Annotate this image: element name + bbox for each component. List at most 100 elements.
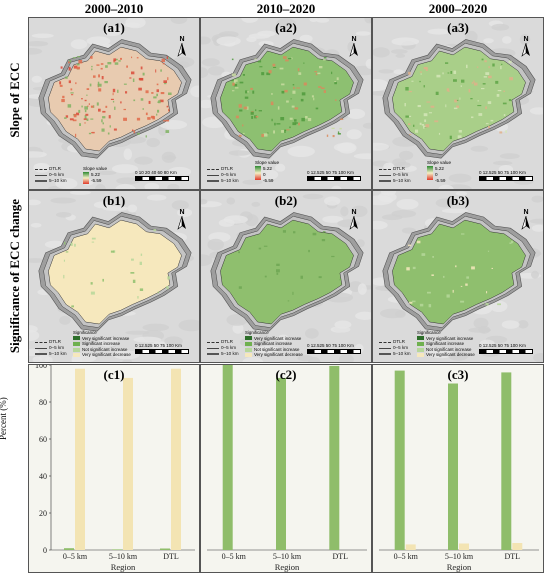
legend-buffer-2: 5–10 km xyxy=(49,178,67,183)
slope-legend-title: Slope value xyxy=(427,160,452,165)
north-label: N xyxy=(179,36,185,43)
scale-ticks: 0 12.525 50 75 100 xyxy=(307,170,346,175)
row-header-significance: Significance of ECC change xyxy=(7,198,22,354)
x-tick-label: 0–5 km xyxy=(222,552,247,561)
slope-legend-title: Slope value xyxy=(83,166,108,171)
scale-bar: 0 10 20 40 60 80 Km xyxy=(135,170,189,181)
slope-legend-max: 5.22 xyxy=(435,166,444,171)
map-a3 xyxy=(373,20,543,189)
map-panel-b1: (b1) N DTLR 0–5 km 5–10 km Significance … xyxy=(28,190,200,363)
dtlr-region xyxy=(48,219,182,325)
map-b3 xyxy=(373,191,543,362)
bar-increase-1 xyxy=(448,383,458,550)
legend-buffer-1: 0–5 km xyxy=(221,345,237,350)
slope-legend: Slope value 5.22 0 -5.59 xyxy=(427,160,451,184)
legend-buffer-1: 0–5 km xyxy=(393,172,409,177)
bar-chart-c1: 0 20 40 60 80 100 0–5 km 5–10 km DTL Region xyxy=(35,365,195,572)
map-panel-a3: (a3) N DTLR 0–5 km 5–10 km Slope value 5… xyxy=(372,17,544,190)
x-tick-label: 5–10 km xyxy=(445,552,474,561)
chart-panel-c1: 0 20 40 60 80 100 0–5 km 5–10 km DTL Region (c1) xyxy=(28,364,200,573)
dtlr-region xyxy=(220,219,354,325)
column-header-2010-2020: 2010–2020 xyxy=(256,1,316,16)
boundary-legend: DTLR 0–5 km 5–10 km xyxy=(379,166,411,184)
legend-dtlr: DTLR xyxy=(49,339,61,344)
legend-buffer-2: 5–10 km xyxy=(393,351,411,356)
scale-ticks: 0 12.525 50 75 100 xyxy=(135,343,174,348)
map-a2 xyxy=(201,18,371,189)
scale-ticks: 0 12.525 50 75 100 xyxy=(479,170,518,175)
bar-decrease-2 xyxy=(512,543,523,550)
legend-buffer-1: 0–5 km xyxy=(393,345,409,350)
legend-very-significant-decrease: Very significant decrease xyxy=(254,352,303,358)
map-panel-b2: (b2) N DTLR 0–5 km 5–10 km Significance … xyxy=(200,190,372,363)
bar-increase-2 xyxy=(501,372,512,550)
row-header-slope: Slope of ECC xyxy=(7,62,22,138)
bar-increase-0 xyxy=(222,365,233,550)
scale-ticks: 0 12.525 50 75 100 xyxy=(479,343,518,348)
legend-buffer-2: 5–10 km xyxy=(221,178,239,183)
bar-increase-0 xyxy=(64,548,74,550)
map-b2 xyxy=(201,193,371,362)
x-tick-label: 5–10 km xyxy=(273,552,302,561)
bar-chart-c3: 0–5 km 5–10 km DTL Region xyxy=(379,370,539,572)
legend-very-significant-increase: Very significant increase xyxy=(426,335,474,341)
panel-label-a3: (a3) xyxy=(447,20,469,35)
slope-legend-title: Slope value xyxy=(255,160,280,165)
bar-increase-1 xyxy=(112,549,122,550)
significance-legend-title: Significance xyxy=(417,330,441,336)
y-tick-label: 0 xyxy=(43,546,47,555)
north-arrow-icon: N xyxy=(347,209,361,231)
dtlr-region xyxy=(392,219,526,325)
scale-ticks: 0 10 20 40 60 80 xyxy=(135,170,169,175)
panel-label-b1: (b1) xyxy=(102,193,126,208)
bar-increase-1 xyxy=(276,377,286,550)
column-header-2000-2010: 2000–2010 xyxy=(84,1,144,16)
significance-legend-title: Significance xyxy=(245,330,269,336)
slope-legend-min: -5.59 xyxy=(435,178,446,183)
north-arrow-icon: N xyxy=(175,36,189,58)
legend-dtlr: DTLR xyxy=(221,166,233,171)
north-arrow-icon: N xyxy=(347,36,361,58)
chart-label-c2: (c2) xyxy=(275,367,297,382)
chart-label-c3: (c3) xyxy=(447,367,469,382)
legend-not-significant-increase: Not significant increase xyxy=(82,346,128,352)
slope-legend: Slope value 5.22 -5.59 xyxy=(83,166,107,184)
north-label: N xyxy=(351,36,357,43)
map-panel-a1: (a1) N DTLR 0–5 km 5–10 km Slope value 5… xyxy=(28,17,200,190)
bar-increase-2 xyxy=(160,548,170,550)
legend-dtlr: DTLR xyxy=(393,166,405,171)
north-label: N xyxy=(351,209,357,216)
x-axis-label: Region xyxy=(447,562,472,572)
scale-bar: 0 12.525 50 75 100 Km xyxy=(307,343,361,354)
x-tick-label: DTL xyxy=(505,552,521,561)
legend-buffer-2: 5–10 km xyxy=(221,351,239,356)
scale-bar: 0 12.525 50 75 100 Km xyxy=(479,343,533,354)
slope-legend-mid: 0 xyxy=(263,172,266,177)
north-arrow-icon: N xyxy=(519,36,533,58)
legend-very-significant-increase: Very significant increase xyxy=(254,335,302,341)
slope-legend: Slope value 5.22 0 -5.59 xyxy=(255,160,279,184)
scale-unit: Km xyxy=(519,343,526,348)
y-tick-label: 100 xyxy=(35,365,47,370)
slope-legend-max: 5.22 xyxy=(263,166,272,171)
legend-significant-increase: Significant increase xyxy=(254,341,293,347)
map-b1 xyxy=(29,191,199,362)
scale-unit: Km xyxy=(519,170,526,175)
legend-buffer-1: 0–5 km xyxy=(49,345,65,350)
map-a1 xyxy=(29,18,199,189)
bar-decrease-1 xyxy=(459,543,469,550)
panel-label-b2: (b2) xyxy=(274,193,298,208)
bar-increase-2 xyxy=(329,365,340,550)
legend-not-significant-increase: Not significant increase xyxy=(254,346,300,352)
dtlr-region xyxy=(48,46,182,152)
panel-label-a2: (a2) xyxy=(275,20,297,35)
scale-bar: 0 12.525 50 75 100 Km xyxy=(307,170,361,181)
legend-very-significant-decrease: Very significant decrease xyxy=(82,352,131,358)
scale-ticks: 0 12.525 50 75 100 xyxy=(307,343,346,348)
x-tick-label: 0–5 km xyxy=(63,552,88,561)
y-tick-label: 60 xyxy=(39,435,47,444)
x-tick-label: 0–5 km xyxy=(394,552,419,561)
bar-increase-0 xyxy=(394,370,405,550)
slope-legend-min: -5.59 xyxy=(91,178,102,183)
significance-legend: Significance Very significant increase S… xyxy=(245,330,303,358)
